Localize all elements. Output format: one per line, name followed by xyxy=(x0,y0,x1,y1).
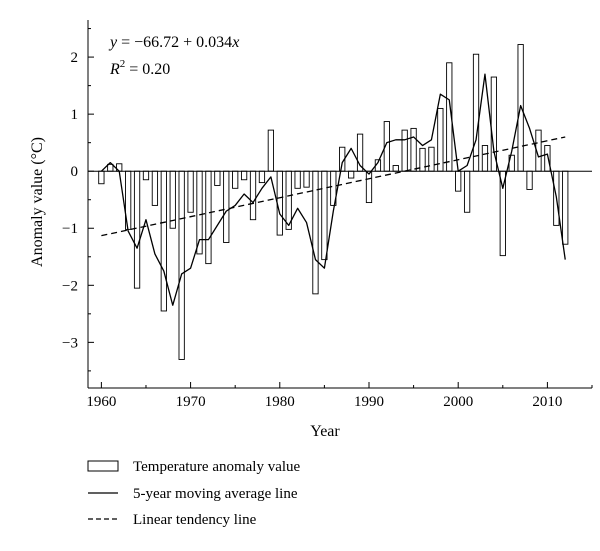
legend-label-bar: Temperature anomaly value xyxy=(133,459,301,475)
x-tick-label-1980: 1980 xyxy=(265,394,295,410)
bar-1966 xyxy=(151,170,159,206)
bar-1976 xyxy=(240,170,248,181)
bar-2012 xyxy=(562,170,569,245)
bar-1975 xyxy=(232,170,239,189)
bar-1994 xyxy=(401,129,408,172)
bar-2010 xyxy=(544,145,551,172)
bar-1980 xyxy=(276,170,283,236)
bar-1993 xyxy=(392,165,399,172)
y-tick-label--2: −2 xyxy=(62,278,78,294)
bar-1988 xyxy=(348,170,355,179)
bar-1973 xyxy=(214,170,221,186)
y-tick-label--1: −1 xyxy=(62,221,78,237)
x-tick-label-1960: 1960 xyxy=(86,394,116,410)
x-tick-label-2010: 2010 xyxy=(532,394,562,410)
r2-value: = 0.20 xyxy=(125,61,170,78)
y-axis-title: Anomaly value (°C) xyxy=(29,137,46,267)
y-tick-label--3: −3 xyxy=(62,335,78,351)
bar-1969 xyxy=(178,170,185,360)
bar-1983 xyxy=(303,170,310,188)
bar-1979 xyxy=(267,129,274,172)
y-tick-label-1: 1 xyxy=(71,107,79,123)
axis-layer: −3 −2 −1 0 1 2 1960 1970 1980 1990 2000 2010 xyxy=(62,20,593,410)
bar-1967 xyxy=(160,170,167,312)
eq-y-var: y xyxy=(108,34,118,51)
eq-body: = −66.72 + 0.034 xyxy=(117,34,232,51)
bar-1977 xyxy=(249,170,257,221)
bar-2000 xyxy=(455,170,462,192)
x-tick-label-2000: 2000 xyxy=(443,394,473,410)
bar-2002 xyxy=(472,53,480,172)
bar-1990 xyxy=(365,170,373,204)
bar-1997 xyxy=(428,146,435,172)
x-tick-label-1990: 1990 xyxy=(354,394,384,410)
bar-1996 xyxy=(419,147,426,172)
bar-1972 xyxy=(205,170,212,265)
bar-2008 xyxy=(526,170,533,190)
r2-symbol: R xyxy=(109,61,120,78)
bar-1965 xyxy=(142,170,150,181)
trend-line xyxy=(101,136,566,237)
legend-swatch-bar xyxy=(87,460,119,472)
y-tick-label-2: 2 xyxy=(71,50,79,66)
bar-1961 xyxy=(107,163,114,172)
y-tick-label-0: 0 xyxy=(71,164,79,180)
bar-1970 xyxy=(187,170,194,213)
regression-equation: y = −66.72 + 0.034x xyxy=(108,34,239,51)
x-axis-title: Year xyxy=(310,423,340,440)
moving-average-line xyxy=(100,73,566,306)
r-squared: R2 = 0.20 xyxy=(109,58,170,78)
bar-1974 xyxy=(223,170,230,243)
bar-1995 xyxy=(410,127,417,172)
x-tick-label-1970: 1970 xyxy=(176,394,206,410)
legend-label-moving-average: 5-year moving average line xyxy=(133,486,298,502)
bar-1998 xyxy=(437,107,444,172)
bar-2003 xyxy=(481,145,489,172)
bar-1982 xyxy=(294,170,301,189)
bar-1964 xyxy=(133,170,141,289)
plot-layer xyxy=(88,44,592,360)
bar-2005 xyxy=(499,170,506,257)
eq-x-var: x xyxy=(231,34,239,51)
legend-label-trend: Linear tendency line xyxy=(133,512,257,528)
r2-superscript: 2 xyxy=(120,58,126,70)
legend: Temperature anomaly value 5-year moving … xyxy=(87,459,301,528)
bar-1985 xyxy=(321,170,328,261)
bar-1978 xyxy=(258,170,266,184)
bar-1960 xyxy=(98,170,105,185)
bar-2001 xyxy=(463,170,471,213)
